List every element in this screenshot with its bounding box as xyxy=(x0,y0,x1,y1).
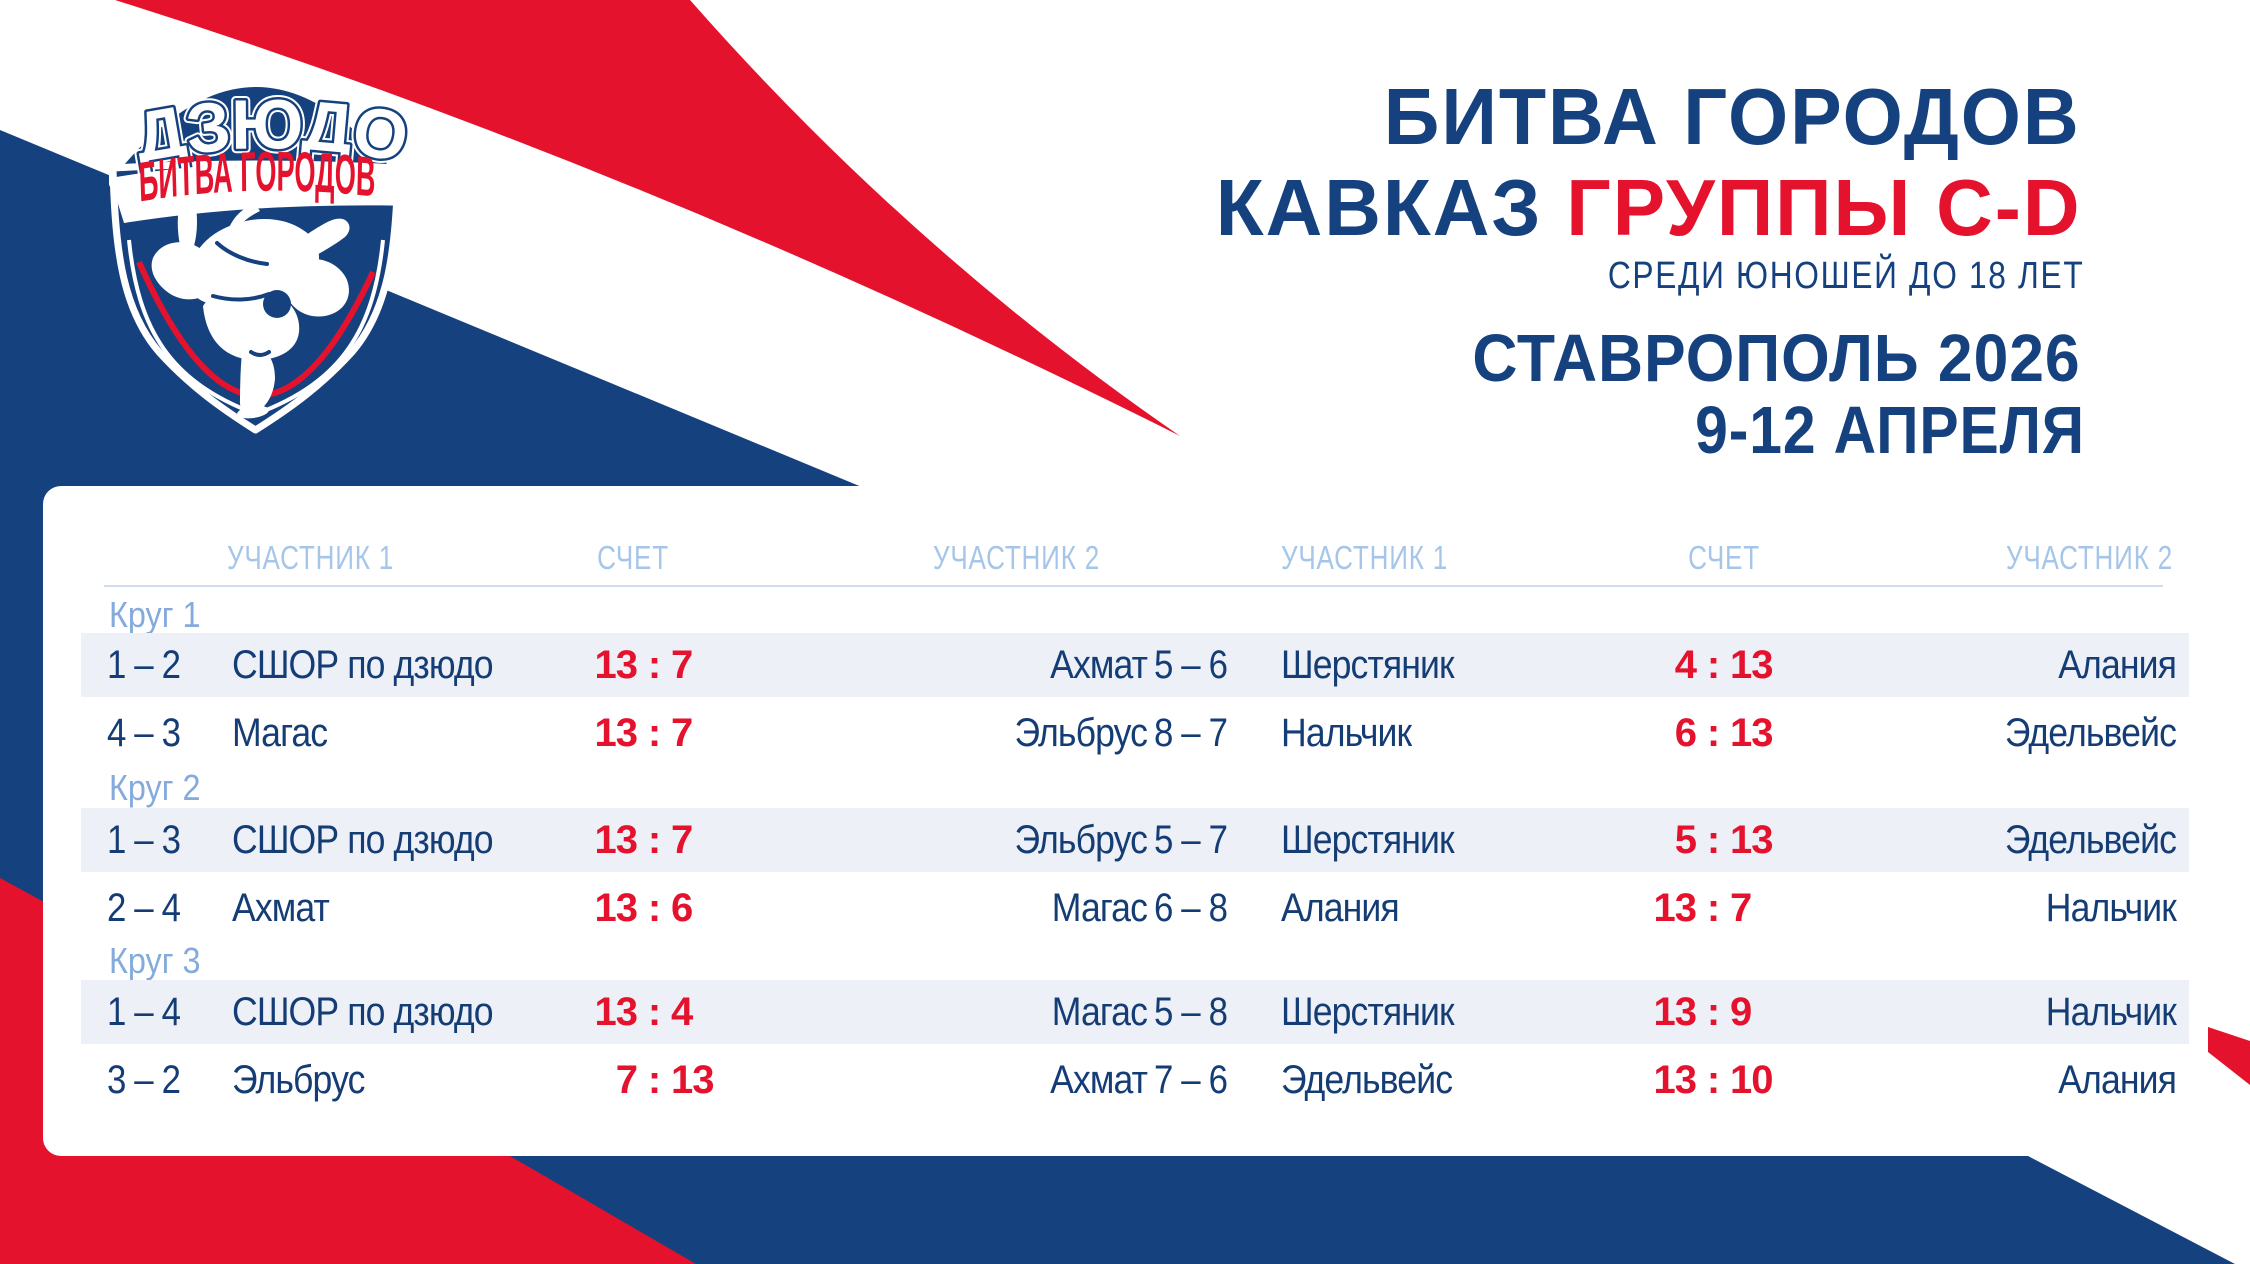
svg-text:БИТВА ГОРОДОВ: БИТВА ГОРОДОВ xyxy=(138,141,377,214)
